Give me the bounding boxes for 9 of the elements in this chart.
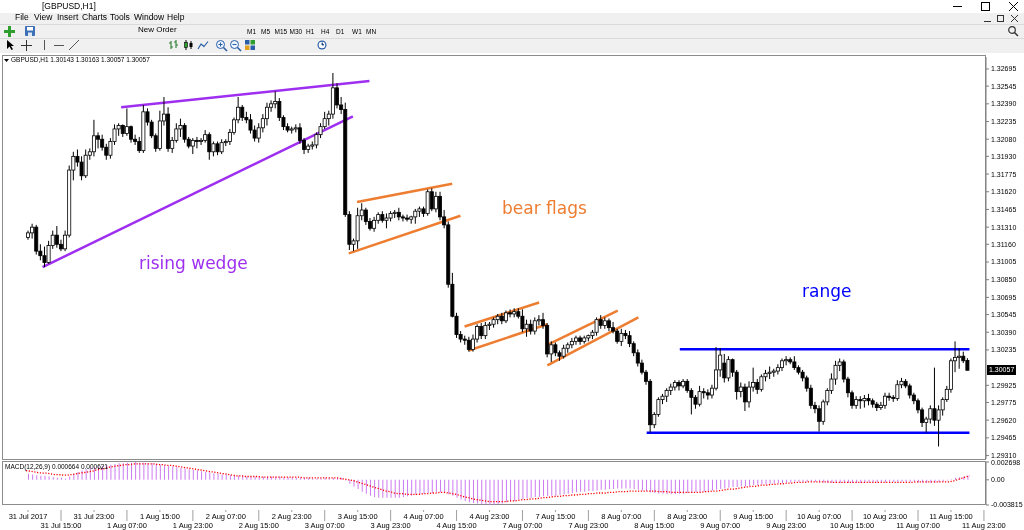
text: File xyxy=(15,12,29,23)
text: [GBPUSD,H1] xyxy=(42,0,96,11)
text: Window xyxy=(134,12,165,23)
text: Insert xyxy=(57,12,79,23)
text: New Order xyxy=(138,25,177,35)
text: View xyxy=(34,12,53,23)
text: Tools xyxy=(110,12,130,23)
text: Help xyxy=(167,12,185,23)
text: Charts xyxy=(82,12,108,23)
